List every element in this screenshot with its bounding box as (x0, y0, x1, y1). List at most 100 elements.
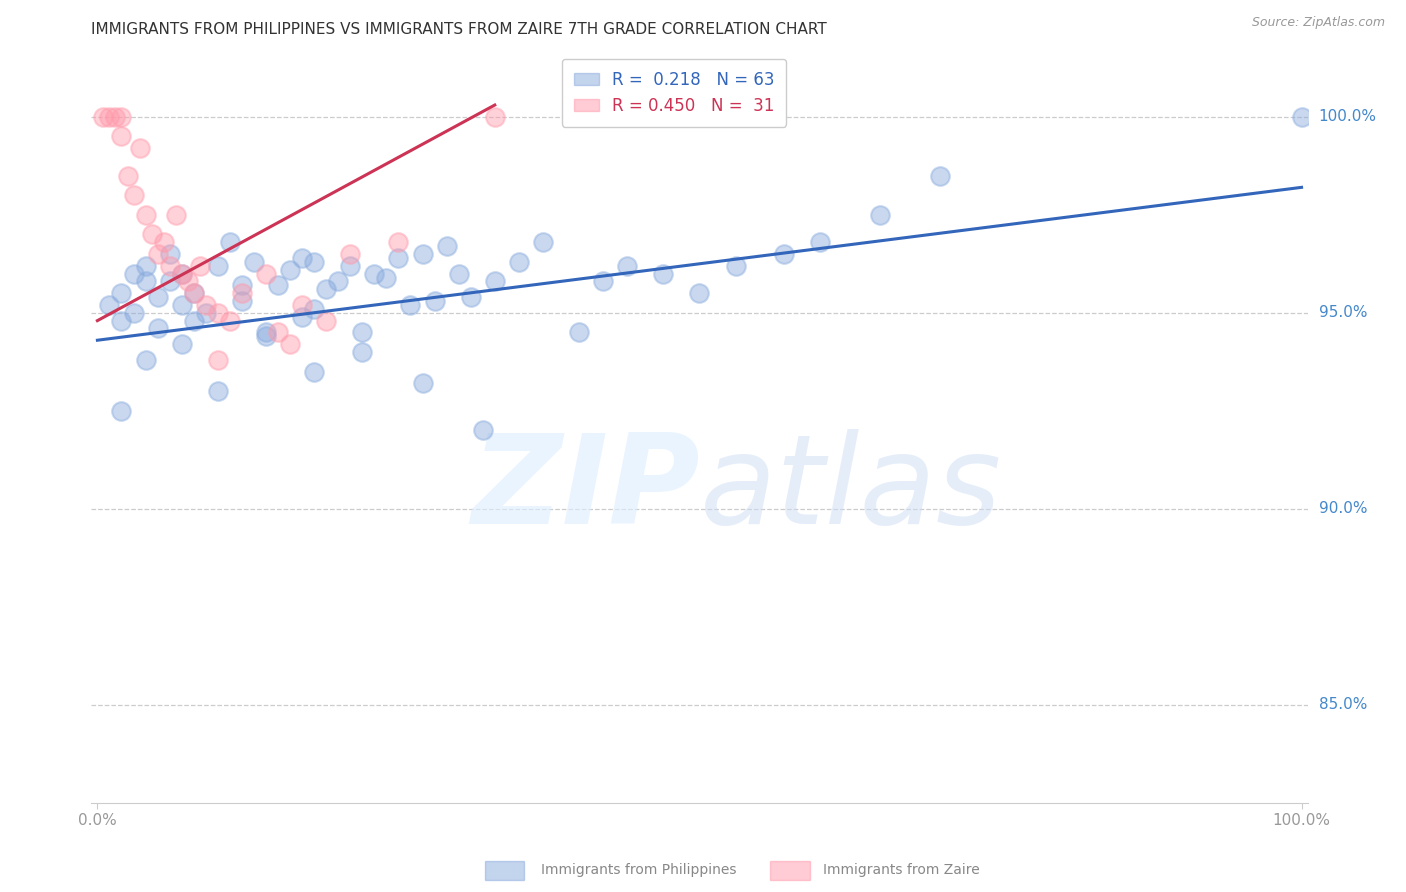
Point (110, 286, 132, 301)
Point (869, 208, 891, 222)
Point (328, 275, 350, 289)
Point (218, 313, 240, 327)
Point (291, 310, 314, 324)
Point (231, 278, 253, 293)
Point (508, 255, 530, 269)
Point (122, 306, 145, 320)
Point (117, 169, 139, 183)
Point (110, 129, 132, 144)
Point (267, 326, 290, 340)
Text: atlas: atlas (699, 429, 1001, 550)
Point (387, 251, 409, 265)
Point (484, 110, 506, 124)
Legend: R =  0.218   N = 63, R = 0.450   N =  31: R = 0.218 N = 63, R = 0.450 N = 31 (562, 59, 786, 127)
Point (183, 313, 205, 327)
Point (207, 384, 229, 399)
Point (688, 286, 710, 301)
Point (1291, 110, 1313, 124)
Point (399, 298, 422, 312)
Point (194, 298, 217, 312)
Point (808, 235, 831, 250)
Point (128, 141, 150, 155)
Point (231, 286, 253, 301)
Point (98, 298, 121, 312)
Point (207, 306, 229, 320)
Point (447, 267, 470, 281)
Text: 100.0%: 100.0% (1319, 110, 1376, 124)
Point (339, 247, 361, 261)
Point (146, 290, 169, 304)
Point (471, 424, 494, 438)
Point (315, 282, 337, 296)
Text: 90.0%: 90.0% (1319, 501, 1367, 516)
Point (177, 275, 200, 289)
Point (194, 306, 217, 320)
Point (122, 267, 145, 281)
Point (412, 376, 434, 391)
Point (188, 259, 211, 273)
Point (291, 298, 314, 312)
Point (170, 267, 193, 281)
Point (135, 259, 157, 273)
Point (291, 251, 314, 265)
Point (315, 313, 337, 327)
Point (267, 278, 290, 293)
Point (146, 321, 169, 335)
Point (412, 247, 434, 261)
Point (146, 247, 169, 261)
Point (460, 290, 482, 304)
Point (302, 365, 325, 379)
Point (170, 337, 193, 351)
Point (484, 275, 506, 289)
Point (183, 286, 205, 301)
Point (616, 259, 638, 273)
Point (135, 208, 157, 222)
Point (110, 110, 132, 124)
Point (254, 329, 277, 343)
Point (772, 247, 794, 261)
Point (135, 352, 157, 367)
Point (375, 270, 398, 285)
Point (159, 247, 181, 261)
Point (278, 262, 301, 277)
Point (98, 110, 121, 124)
Point (387, 235, 409, 250)
Point (243, 255, 266, 269)
Point (165, 208, 187, 222)
Point (207, 352, 229, 367)
Point (141, 227, 163, 242)
Point (302, 301, 325, 316)
Point (568, 326, 591, 340)
Text: 85.0%: 85.0% (1319, 698, 1367, 713)
Point (436, 239, 458, 253)
Point (302, 255, 325, 269)
Point (218, 235, 240, 250)
Text: Immigrants from Philippines: Immigrants from Philippines (541, 863, 737, 877)
Text: 95.0%: 95.0% (1319, 305, 1367, 320)
Point (152, 235, 174, 250)
Point (254, 326, 277, 340)
Point (929, 169, 952, 183)
Point (170, 267, 193, 281)
Point (159, 259, 181, 273)
Point (339, 259, 361, 273)
Point (278, 337, 301, 351)
Point (170, 298, 193, 312)
Point (110, 404, 132, 418)
Point (104, 110, 127, 124)
Text: ZIP: ZIP (471, 429, 699, 550)
Point (531, 235, 554, 250)
Text: Immigrants from Zaire: Immigrants from Zaire (823, 863, 979, 877)
Point (159, 275, 181, 289)
Point (207, 259, 229, 273)
Point (363, 267, 385, 281)
Point (231, 293, 253, 308)
Text: Source: ZipAtlas.com: Source: ZipAtlas.com (1251, 16, 1385, 29)
Point (183, 286, 205, 301)
Point (652, 267, 675, 281)
Point (592, 275, 614, 289)
Point (254, 267, 277, 281)
Point (423, 293, 446, 308)
Point (724, 259, 747, 273)
Point (93, 110, 115, 124)
